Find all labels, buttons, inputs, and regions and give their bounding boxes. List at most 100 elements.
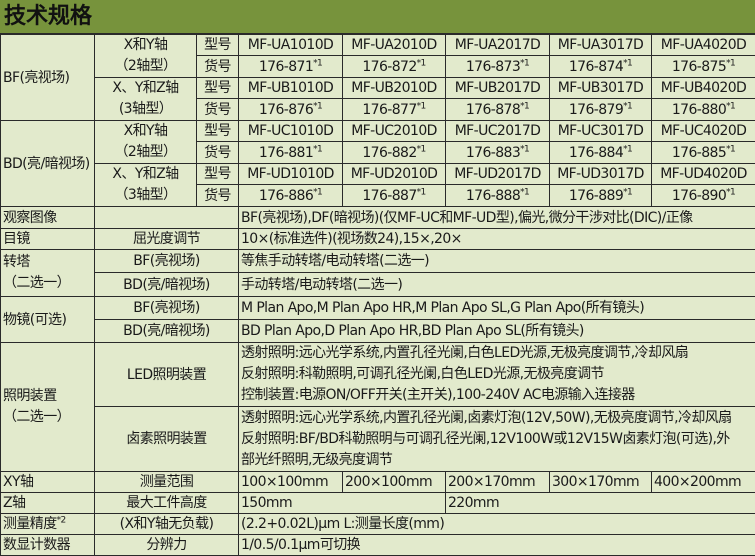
spec-label: 物镜(可选) bbox=[1, 297, 95, 343]
model-number: MF-UD4020D bbox=[652, 164, 755, 185]
footnote-mark: *1 bbox=[520, 187, 529, 197]
spec-sub: 屈光度调节 bbox=[95, 229, 239, 250]
footnote-mark: *1 bbox=[313, 101, 322, 111]
part-value: 176-890 bbox=[672, 188, 726, 204]
model-number: MF-UA3017D bbox=[550, 35, 652, 56]
part-value: 176-871 bbox=[259, 59, 313, 75]
part-label: 货号 bbox=[197, 99, 239, 121]
model-number: MF-UD1010D bbox=[239, 164, 343, 185]
part-value: 176-887 bbox=[362, 188, 416, 204]
footnote-mark: *1 bbox=[623, 101, 632, 111]
spec-value: 等焦手动转塔/电动转塔(二选一) bbox=[239, 250, 755, 273]
model-number: MF-UC2010D bbox=[343, 121, 446, 142]
part-number: 176-889*1 bbox=[550, 185, 652, 207]
spec-line: 反射照明:BF/BD科勒照明与可调孔径光阑,12V100W或12V15W卤素灯泡… bbox=[241, 429, 753, 450]
model-number: MF-UD2017D bbox=[446, 164, 550, 185]
spec-value: 200×170mm bbox=[446, 472, 550, 493]
part-number: 176-877*1 bbox=[343, 99, 446, 121]
spec-label: Z轴 bbox=[1, 493, 95, 514]
spec-label-line1: 照明装置 bbox=[3, 386, 92, 407]
footnote-mark: *1 bbox=[417, 144, 426, 154]
part-number: 176-882*1 bbox=[343, 142, 446, 164]
spec-value: 300×170mm bbox=[550, 472, 652, 493]
model-number: MF-UA1010D bbox=[239, 35, 343, 56]
spec-label: 观察图像 bbox=[1, 207, 95, 229]
spec-sub: BD(亮/暗视场) bbox=[95, 273, 239, 297]
table-row: 转塔（二选一）BF(亮视场)等焦手动转塔/电动转塔(二选一) bbox=[1, 250, 755, 273]
spec-value: BD Plan Apo,D Plan Apo HR,BD Plan Apo SL… bbox=[239, 320, 755, 343]
part-value: 176-875 bbox=[672, 59, 726, 75]
axis-line1: X和Y轴 bbox=[97, 35, 194, 56]
footnote-mark: *1 bbox=[520, 144, 529, 154]
model-number: MF-UB2017D bbox=[446, 78, 550, 99]
part-value: 176-881 bbox=[259, 145, 313, 161]
spec-line: 透射照明:远心光学系统,内置孔径光阑,白色LED光源,无极亮度调节,冷却风扇 bbox=[241, 343, 753, 364]
part-number: 176-871*1 bbox=[239, 56, 343, 78]
model-number: MF-UA4020D bbox=[652, 35, 755, 56]
table-row: 测量精度*2(X和Y轴无负载)(2.2+0.02L)μm L:测量长度(mm) bbox=[1, 514, 755, 535]
footnote-mark: *1 bbox=[313, 144, 322, 154]
axis-type: X、Y和Z轴(3轴型） bbox=[95, 78, 197, 121]
footnote-mark: *1 bbox=[520, 101, 529, 111]
spec-value: 手动转塔/电动转塔(二选一) bbox=[239, 273, 755, 297]
model-number: MF-UC4020D bbox=[652, 121, 755, 142]
part-number: 176-883*1 bbox=[446, 142, 550, 164]
part-number: 176-879*1 bbox=[550, 99, 652, 121]
model-number: MF-UB1010D bbox=[239, 78, 343, 99]
spec-sub: 测量范围 bbox=[95, 472, 239, 493]
spec-value: 透射照明:远心光学系统,内置孔径光阑,卤素灯泡(12V,50W),无极亮度调节,… bbox=[239, 407, 755, 472]
spec-label-line1: 转塔 bbox=[3, 252, 92, 273]
part-value: 176-884 bbox=[569, 145, 623, 161]
spec-value: M Plan Apo,M Plan Apo HR,M Plan Apo SL,G… bbox=[239, 297, 755, 320]
spec-value: (2.2+0.02L)μm L:测量长度(mm) bbox=[239, 514, 755, 535]
footnote-mark: *1 bbox=[417, 58, 426, 68]
part-value: 176-879 bbox=[569, 102, 623, 118]
spec-value: 100×100mm bbox=[239, 472, 343, 493]
part-number: 176-881*1 bbox=[239, 142, 343, 164]
spec-label-text: 物镜(可选) bbox=[3, 312, 66, 328]
axis-type: X和Y轴（2轴型） bbox=[95, 121, 197, 164]
spec-label: 目镜 bbox=[1, 229, 95, 250]
part-number: 176-885*1 bbox=[652, 142, 755, 164]
table-row: 卤素照明装置透射照明:远心光学系统,内置孔径光阑,卤素灯泡(12V,50W),无… bbox=[1, 407, 755, 472]
spec-sub: (X和Y轴无负载) bbox=[95, 514, 239, 535]
axis-line1: X、Y和Z轴 bbox=[97, 78, 194, 99]
part-number: 176-876*1 bbox=[239, 99, 343, 121]
spec-label-line2: （二选一） bbox=[3, 273, 92, 294]
part-value: 176-873 bbox=[466, 59, 520, 75]
group-label: BD(亮/暗视场) bbox=[1, 121, 95, 207]
spec-sub: BF(亮视场) bbox=[95, 297, 239, 320]
spec-label: 数显计数器 bbox=[1, 535, 95, 556]
model-number: MF-UA2010D bbox=[343, 35, 446, 56]
spec-label: 照明装置（二选一） bbox=[1, 343, 95, 472]
axis-type: X和Y轴（2轴型） bbox=[95, 35, 197, 78]
footnote-mark: *1 bbox=[726, 58, 735, 68]
spec-value: 400×200mm bbox=[652, 472, 755, 493]
spec-value: 150mm bbox=[239, 493, 446, 514]
footnote-mark: *1 bbox=[417, 187, 426, 197]
model-number: MF-UD2010D bbox=[343, 164, 446, 185]
spec-value: 透射照明:远心光学系统,内置孔径光阑,白色LED光源,无极亮度调节,冷却风扇反射… bbox=[239, 343, 755, 407]
model-number: MF-UA2017D bbox=[446, 35, 550, 56]
part-number: 176-884*1 bbox=[550, 142, 652, 164]
part-value: 176-883 bbox=[466, 145, 520, 161]
table-row: 照明装置（二选一）LED照明装置透射照明:远心光学系统,内置孔径光阑,白色LED… bbox=[1, 343, 755, 407]
table-row: BD(亮/暗视场)BD Plan Apo,D Plan Apo HR,BD Pl… bbox=[1, 320, 755, 343]
empty-cell bbox=[95, 207, 239, 229]
spec-line: 反射照明:科勒照明,可调孔径光阑,白色LED光源,无极亮度调节 bbox=[241, 364, 753, 385]
footnote-mark: *1 bbox=[417, 101, 426, 111]
part-label: 货号 bbox=[197, 185, 239, 207]
part-label: 货号 bbox=[197, 142, 239, 164]
spec-label-line2: （二选一） bbox=[3, 407, 92, 428]
part-value: 176-877 bbox=[362, 102, 416, 118]
part-number: 176-872*1 bbox=[343, 56, 446, 78]
model-number: MF-UB2010D bbox=[343, 78, 446, 99]
footnote-mark: *1 bbox=[520, 58, 529, 68]
